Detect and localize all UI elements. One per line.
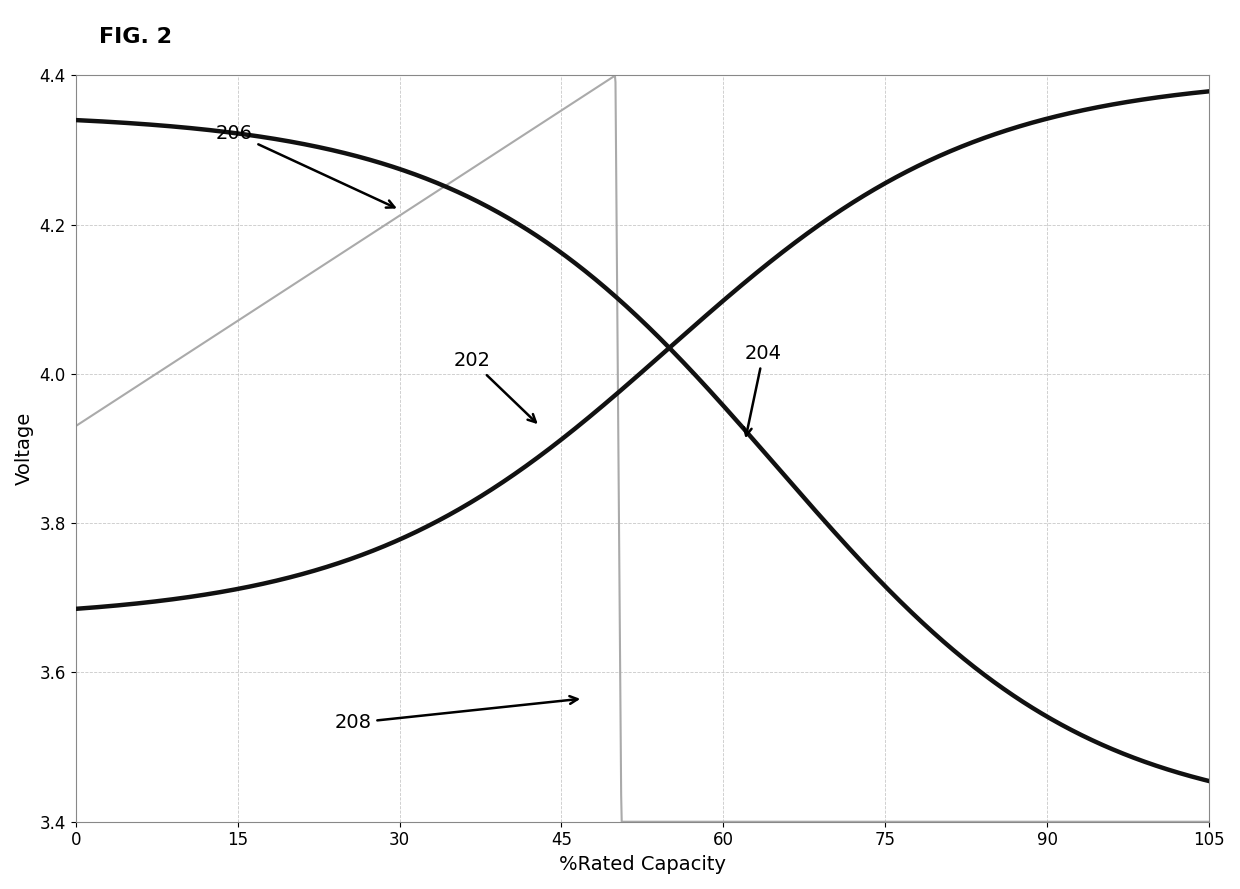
Y-axis label: Voltage: Voltage (15, 412, 33, 485)
Text: 202: 202 (454, 351, 536, 422)
Text: 206: 206 (216, 124, 394, 208)
X-axis label: %Rated Capacity: %Rated Capacity (559, 855, 725, 874)
Text: 208: 208 (335, 696, 578, 733)
Text: FIG. 2: FIG. 2 (99, 27, 172, 46)
Text: 204: 204 (744, 344, 782, 436)
